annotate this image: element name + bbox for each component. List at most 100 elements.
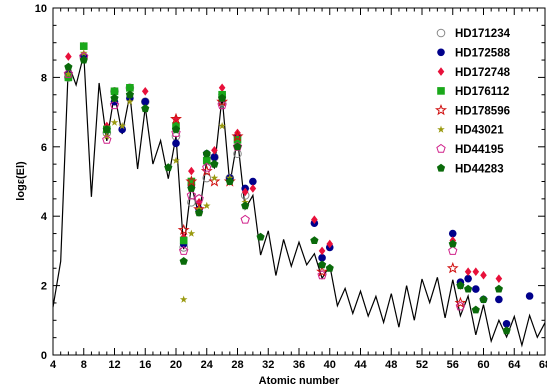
x-tick-label: 28	[231, 359, 243, 371]
data-point	[448, 239, 457, 248]
x-tick-label: 60	[477, 359, 489, 371]
legend-label: HD44195	[455, 144, 504, 156]
data-point	[240, 214, 250, 224]
x-tick-label: 52	[416, 359, 428, 371]
x-tick-label: 16	[139, 359, 151, 371]
data-point	[172, 139, 180, 148]
axis-ticks	[52, 7, 546, 356]
legend-marker	[436, 143, 446, 153]
x-tick-label: 32	[262, 359, 274, 371]
x-tick-label: 36	[293, 359, 305, 371]
data-point	[325, 263, 334, 272]
data-point	[187, 177, 196, 186]
data-point	[225, 177, 234, 185]
data-point	[472, 267, 480, 277]
data-point	[318, 246, 326, 256]
legend-label: HD171234	[455, 28, 511, 40]
data-point	[141, 86, 149, 96]
data-point	[110, 93, 119, 102]
data-point	[502, 319, 511, 328]
data-point	[464, 274, 472, 283]
data-point	[464, 267, 472, 277]
y-tick-label: 2	[41, 281, 47, 293]
data-point	[185, 175, 198, 187]
data-point	[195, 208, 204, 217]
data-point	[172, 114, 180, 124]
data-point	[233, 136, 242, 144]
data-point	[495, 274, 503, 283]
data-point	[109, 100, 120, 110]
data-point	[464, 284, 473, 293]
x-tick-label: 68	[539, 359, 547, 371]
data-point	[179, 245, 189, 255]
legend-label: HD178596	[455, 105, 510, 117]
data-point	[102, 134, 112, 144]
data-point	[126, 97, 134, 105]
data-point	[241, 187, 249, 197]
legend-marker	[437, 87, 445, 95]
data-point	[310, 236, 319, 244]
data-point	[187, 184, 196, 192]
data-point	[494, 284, 503, 293]
plot-frame	[52, 7, 546, 356]
x-tick-label: 12	[108, 359, 120, 371]
data-point	[211, 145, 218, 155]
data-point	[311, 215, 318, 224]
data-point	[202, 173, 212, 183]
data-point	[126, 84, 134, 92]
data-point	[525, 292, 534, 300]
y-tick-label: 6	[41, 142, 47, 154]
x-tick-label: 4	[50, 359, 57, 371]
x-tick-label: 20	[170, 359, 182, 371]
data-point	[118, 122, 126, 130]
data-point	[141, 97, 150, 106]
data-point	[448, 229, 457, 238]
data-point	[472, 285, 480, 293]
x-tick-label: 44	[354, 359, 367, 371]
tick-labels: 481216202428323640444852566064680246810	[35, 3, 547, 371]
y-tick-label: 10	[35, 3, 47, 15]
data-point	[202, 162, 212, 172]
x-tick-label: 40	[324, 359, 336, 371]
data-point	[210, 174, 219, 182]
x-tick-label: 24	[201, 359, 214, 371]
data-point	[171, 127, 181, 137]
data-point	[471, 305, 480, 314]
legend-label: HD43021	[455, 125, 504, 137]
data-point	[202, 149, 211, 158]
data-point	[194, 193, 204, 203]
data-point	[64, 62, 73, 71]
data-point	[141, 104, 150, 113]
legend-marker	[436, 163, 446, 172]
data-point	[218, 93, 227, 102]
legend-marker	[434, 103, 448, 116]
data-point	[64, 69, 73, 78]
data-point	[256, 232, 265, 241]
data-point	[172, 156, 180, 164]
data-point	[188, 166, 195, 176]
data-point	[216, 95, 229, 107]
data-point	[249, 177, 257, 186]
data-point	[502, 326, 511, 335]
data-point	[179, 236, 188, 245]
data-point	[164, 163, 173, 172]
legend-marker	[437, 125, 445, 133]
data-point	[318, 254, 326, 262]
legend-label: HD44283	[455, 163, 504, 175]
legend-label: HD172748	[455, 67, 511, 79]
data-point	[118, 125, 126, 134]
data-point	[480, 270, 487, 280]
data-point	[171, 125, 181, 133]
data-point	[187, 229, 196, 237]
data-point	[210, 159, 219, 168]
x-tick-label: 56	[447, 359, 459, 371]
legend-label: HD172588	[455, 48, 511, 60]
data-point	[170, 112, 182, 125]
data-point	[125, 90, 134, 99]
data-point	[110, 87, 119, 96]
data-point	[65, 52, 72, 61]
data-point	[202, 201, 211, 209]
data-point	[63, 68, 74, 78]
data-point	[495, 295, 503, 304]
